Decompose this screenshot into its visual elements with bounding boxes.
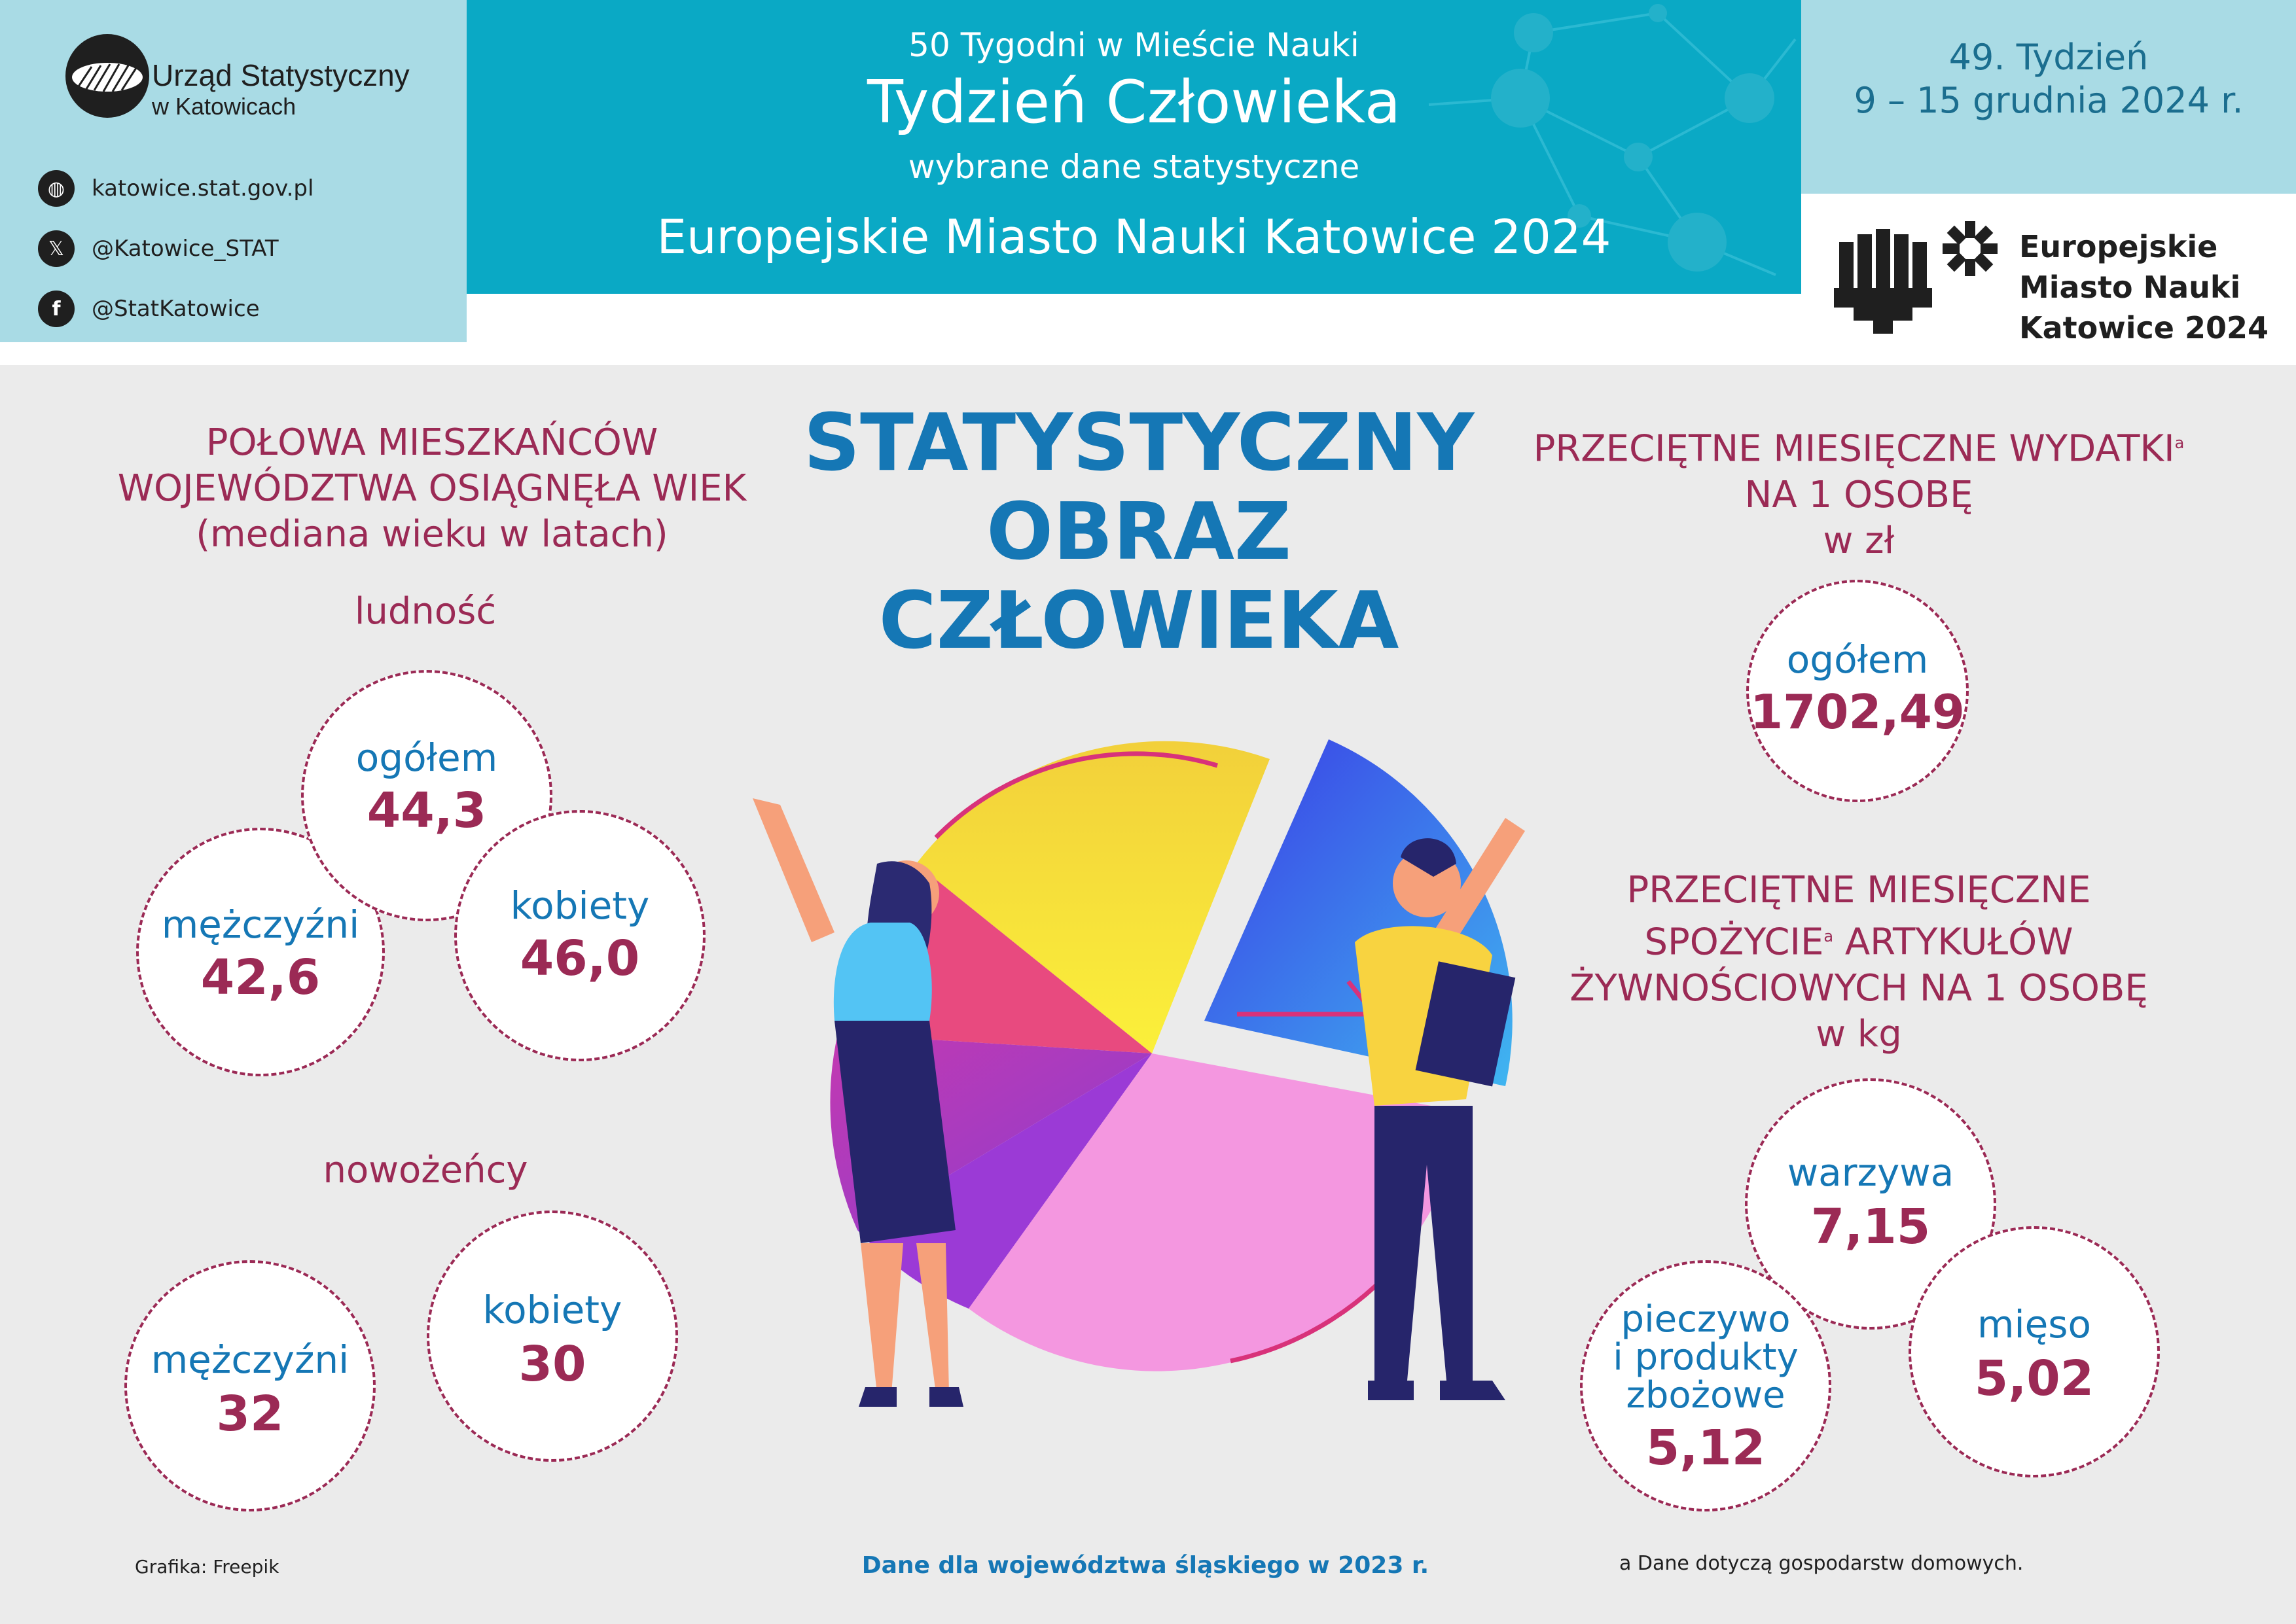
org-name-line2: w Katowicach [152, 93, 296, 120]
consumption-unit: w kg [1816, 1012, 1902, 1055]
bubble-label: kobiety [510, 883, 650, 928]
emn-star-logo-icon [1943, 221, 1998, 276]
bubble-label: mężczyźni [161, 902, 360, 947]
median-age-heading: POŁOWA MIESZKAŃCÓW WOJEWÓDZTWA OSIĄGNĘŁA… [79, 420, 785, 557]
event-name: Europejskie Miasto Nauki Katowice 2024 [656, 209, 1611, 264]
social-facebook[interactable]: f @StatKatowice [38, 289, 260, 328]
bubble-value: 5,02 [1974, 1350, 2094, 1407]
expenses-heading-line2: NA 1 OSOBĘ [1744, 473, 1973, 516]
bubble-value: 1702,49 [1750, 684, 1965, 739]
median-age-heading-line1: POŁOWA MIESZKAŃCÓW [206, 421, 658, 464]
x-icon: 𝕏 [38, 230, 75, 267]
expenses-heading-line1: PRZECIĘTNE MIESIĘCZNE WYDATKIa [1505, 420, 2212, 472]
bubble-value: 30 [518, 1336, 586, 1392]
bubble-label: warzywa [1787, 1150, 1954, 1195]
median-age-heading-line2: WOJEWÓDZTWA OSIĄGNĘŁA WIEK [117, 467, 747, 510]
social-website-text: katowice.stat.gov.pl [92, 175, 314, 202]
week-title: Tydzień Człowieka [867, 68, 1401, 137]
week-number: 49. Tydzień [1948, 37, 2149, 78]
bubble-label: mężczyźni [151, 1337, 350, 1382]
facebook-icon: f [38, 291, 75, 327]
newlyweds-label: nowożeńcy [323, 1149, 528, 1192]
bubble-newlyweds-men: mężczyźni 32 [124, 1260, 376, 1511]
org-logo-icon [65, 34, 149, 118]
graphics-credit: Grafika: Freepik [135, 1556, 279, 1578]
footnote-mark: a [1823, 927, 1834, 945]
footnote-mark: a [2174, 434, 2185, 452]
bubble-value: 42,6 [200, 949, 321, 1006]
consumption-heading-text-a: SPOŻYCIE [1644, 921, 1824, 964]
social-x-text: @Katowice_STAT [92, 236, 279, 262]
consumption-heading-line3: ŻYWNOŚCIOWYCH NA 1 OSOBĘ [1570, 966, 2148, 1010]
series-name: 50 Tygodni w Mieście Nauki [908, 26, 1359, 64]
org-name-line1: Urząd Statystyczny [152, 58, 410, 92]
week-subtitle: wybrane dane statystyczne [908, 148, 1360, 186]
emn-heart-logo-icon [1834, 229, 1932, 334]
consumption-heading-text-b: ARTYKUŁÓW [1833, 921, 2073, 964]
bubble-label: ogółem [355, 735, 498, 780]
population-label: ludność [354, 590, 497, 633]
header-separator [467, 294, 2296, 365]
bubble-label: mięso [1977, 1302, 2091, 1347]
globe-icon: ◍ [38, 170, 75, 207]
bubble-value: 32 [216, 1386, 284, 1442]
pie-chart-illustration [753, 739, 1525, 1407]
consumption-heading: PRZECIĘTNE MIESIĘCZNE SPOŻYCIEa ARTYKUŁÓ… [1505, 868, 2212, 1057]
main-title-line2: OBRAZ CZŁOWIEKA [878, 487, 1399, 667]
header-right-panel [1801, 0, 2296, 194]
data-source-note: Dane dla województwa śląskiego w 2023 r. [861, 1552, 1429, 1579]
consumption-heading-line1: PRZECIĘTNE MIESIĘCZNE [1626, 869, 2091, 911]
bubble-value: 44,3 [367, 783, 487, 839]
emn-logo-text: Europejskie Miasto Nauki Katowice 2024 [2019, 226, 2269, 348]
bubble-value: 7,15 [1810, 1199, 1931, 1255]
network-pattern [1428, 4, 1797, 276]
bubble-meat: mięso 5,02 [1909, 1226, 2160, 1477]
expenses-heading-text: PRZECIĘTNE MIESIĘCZNE WYDATKI [1533, 427, 2175, 470]
bubble-label-line1: pieczywo [1621, 1298, 1791, 1341]
bubble-value: 5,12 [1645, 1420, 1766, 1476]
emn-logo-line3: Katowice 2024 [2019, 310, 2269, 345]
social-facebook-text: @StatKatowice [92, 296, 260, 322]
main-title-line1: STATYSTYCZNY [803, 398, 1475, 489]
expenses-unit: w zł [1823, 519, 1895, 562]
bubble-population-women: kobiety 46,0 [454, 810, 706, 1061]
bubble-label: ogółem [1786, 637, 1929, 682]
bubble-expenses-total: ogółem 1702,49 [1746, 580, 1969, 802]
woman-figure [753, 798, 963, 1407]
expenses-heading: PRZECIĘTNE MIESIĘCZNE WYDATKIa NA 1 OSOB… [1505, 420, 2212, 564]
bubble-label: kobiety [482, 1288, 622, 1332]
social-website[interactable]: ◍ katowice.stat.gov.pl [38, 169, 314, 208]
emn-logo-line1: Europejskie [2019, 229, 2218, 264]
bubble-bread: pieczywo i produkty zbożowe 5,12 [1580, 1260, 1831, 1511]
emn-logo-line2: Miasto Nauki [2019, 270, 2241, 305]
bubble-label: pieczywo i produkty zbożowe [1583, 1301, 1829, 1415]
bubble-newlyweds-women: kobiety 30 [427, 1210, 678, 1462]
social-x[interactable]: 𝕏 @Katowice_STAT [38, 229, 279, 268]
bubble-label-line3: zbożowe [1626, 1374, 1785, 1417]
header-center-panel [467, 0, 1801, 294]
main-title: STATYSTYCZNY OBRAZ CZŁOWIEKA [720, 399, 1558, 666]
header-left-separator [0, 342, 467, 365]
bubble-value: 46,0 [520, 930, 640, 987]
median-age-heading-line3: (mediana wieku w latach) [196, 513, 668, 556]
week-dates: 9 – 15 grudnia 2024 r. [1854, 80, 2244, 121]
consumption-heading-line2: SPOŻYCIEa ARTYKUŁÓW [1505, 913, 2212, 966]
footnote: a Dane dotyczą gospodarstw domowych. [1619, 1552, 2024, 1575]
man-figure [1355, 818, 1525, 1400]
bubble-label-line2: i produkty [1613, 1336, 1799, 1379]
